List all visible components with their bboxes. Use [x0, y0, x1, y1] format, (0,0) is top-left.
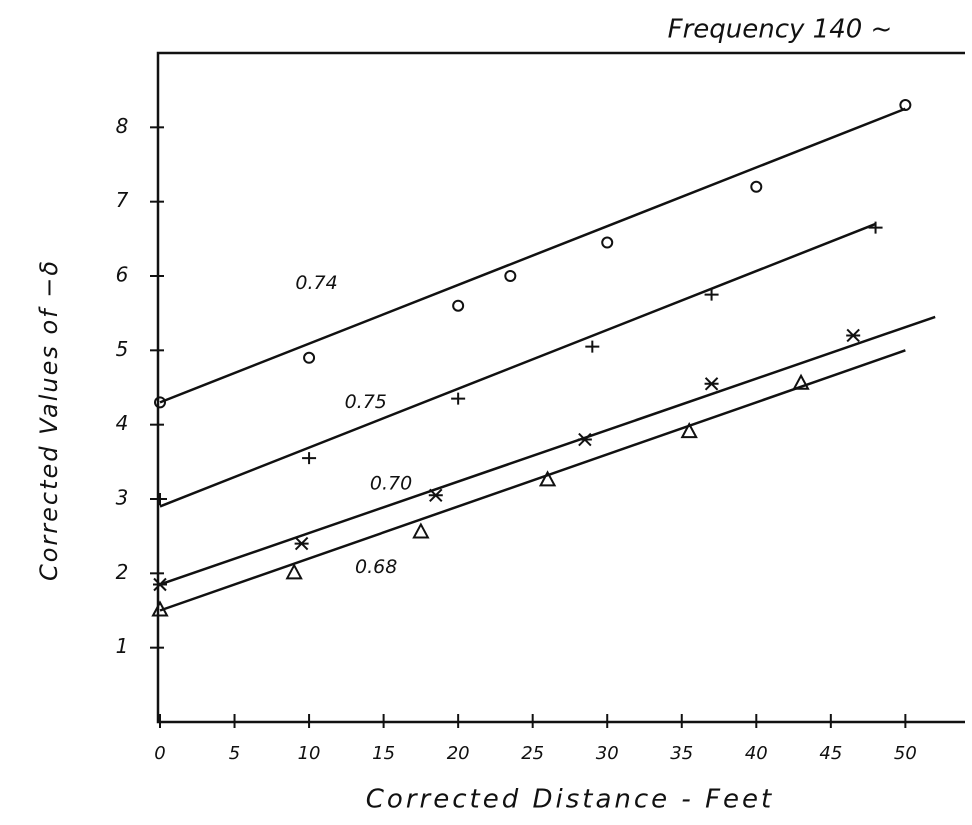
fit-line [159, 107, 906, 404]
point [868, 221, 883, 234]
point [154, 396, 166, 409]
fit-line [159, 349, 906, 612]
point [504, 270, 517, 282]
y-tick-label: 6 [116, 263, 129, 287]
x-tick-label: 35 [670, 743, 693, 764]
x-tick-label: 50 [894, 743, 917, 764]
series-label: 0.74 [295, 272, 337, 294]
point [285, 563, 303, 580]
y-tick-label: 2 [116, 560, 129, 584]
x-tick-label: 5 [229, 743, 240, 764]
point [153, 493, 167, 505]
point [151, 600, 169, 617]
point [704, 377, 719, 391]
y-tick-label: 1 [116, 634, 129, 658]
point [294, 536, 309, 551]
point [680, 421, 698, 439]
chart-title: Frequency 140 ~ [668, 15, 893, 45]
series-label: 0.70 [370, 473, 412, 495]
x-tick-label: 15 [372, 743, 395, 764]
axes [156, 51, 965, 724]
point [452, 299, 465, 312]
y-axis-label: Corrected Values of −δ [35, 259, 63, 581]
point [792, 373, 810, 390]
point [412, 522, 430, 539]
point [601, 236, 614, 249]
point [899, 99, 912, 112]
y-tick-label: 7 [116, 188, 129, 212]
point [303, 351, 316, 364]
series-label: 0.75 [345, 391, 387, 413]
point [846, 328, 861, 343]
point [451, 392, 466, 405]
point [585, 340, 600, 353]
x-tick-label: 40 [745, 743, 768, 764]
point [428, 488, 443, 502]
fit-line [159, 222, 877, 508]
fit-line [159, 315, 936, 586]
y-tick-label: 3 [116, 486, 129, 510]
x-axis-label: Corrected Distance - Feet [366, 785, 774, 815]
x-tick-label: 20 [447, 743, 470, 764]
x-tick-label: 0 [154, 743, 165, 764]
x-tick-label: 45 [819, 743, 842, 764]
y-tick-label: 5 [116, 337, 129, 361]
x-tick-label: 10 [298, 743, 321, 764]
point [153, 577, 167, 592]
point [704, 288, 719, 301]
point [538, 470, 557, 487]
point [750, 180, 763, 193]
x-tick-label: 25 [521, 743, 544, 764]
series-label: 0.68 [355, 556, 397, 578]
point [577, 432, 592, 447]
y-tick-label: 8 [116, 114, 129, 138]
x-tick-label: 30 [596, 743, 619, 764]
y-tick-label: 4 [116, 411, 129, 435]
point [302, 452, 317, 465]
